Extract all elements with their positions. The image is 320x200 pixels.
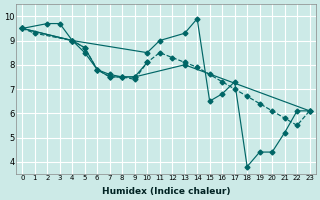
X-axis label: Humidex (Indice chaleur): Humidex (Indice chaleur) bbox=[102, 187, 230, 196]
